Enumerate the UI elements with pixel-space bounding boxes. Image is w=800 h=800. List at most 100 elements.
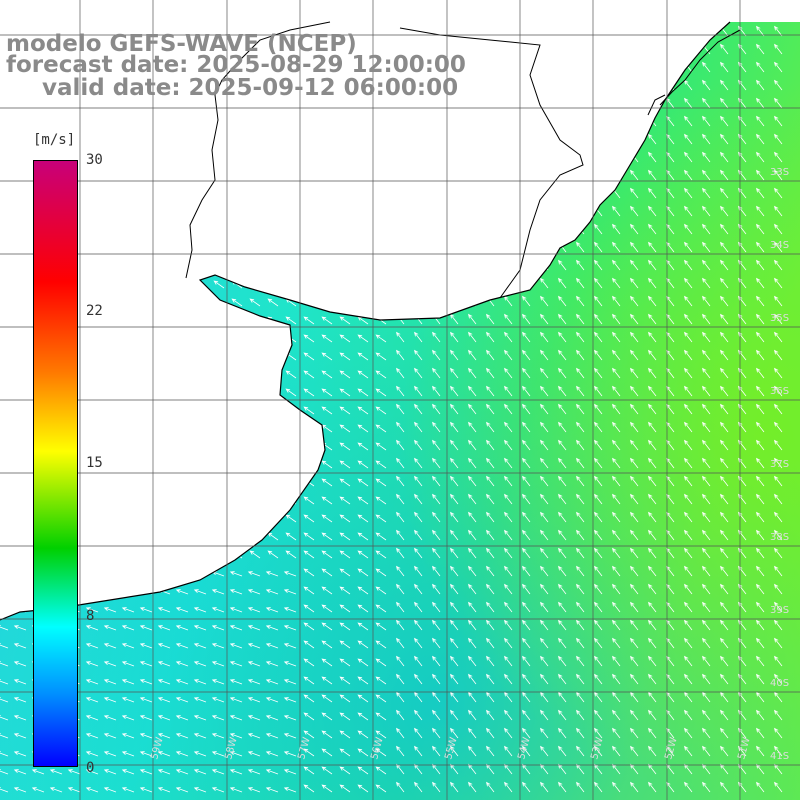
wind-arrow	[247, 697, 261, 703]
wind-arrow	[702, 151, 711, 163]
wind-arrow	[774, 205, 783, 217]
wind-arrow	[576, 475, 585, 487]
wind-arrow	[468, 673, 477, 685]
wind-arrow	[321, 586, 333, 595]
wind-arrow	[321, 766, 333, 775]
wind-arrow	[756, 745, 765, 757]
wind-arrow	[774, 259, 783, 271]
wind-arrow	[594, 583, 603, 595]
wind-arrow	[612, 277, 621, 289]
wind-arrow	[175, 661, 189, 667]
wind-arrow	[468, 439, 477, 451]
wind-arrow	[321, 568, 333, 577]
wind-arrow	[702, 547, 711, 559]
wind-arrow	[540, 421, 549, 433]
wind-arrow	[648, 169, 657, 181]
wind-arrow	[175, 679, 189, 685]
wind-arrow	[774, 637, 783, 649]
wind-arrow	[576, 421, 585, 433]
wind-arrow	[594, 709, 603, 721]
wind-arrow	[630, 421, 639, 433]
wind-arrow	[630, 313, 639, 325]
wind-arrow	[339, 352, 351, 361]
wind-arrow	[339, 514, 351, 523]
wind-arrow	[504, 709, 513, 721]
wind-arrow	[321, 712, 333, 721]
wind-arrow	[648, 133, 657, 145]
wind-arrow	[612, 367, 621, 379]
wind-arrow	[702, 367, 711, 379]
wind-arrow	[522, 745, 531, 757]
wind-arrow	[630, 763, 639, 775]
wind-arrow	[468, 511, 477, 523]
wind-arrow	[468, 385, 477, 397]
wind-arrow	[414, 601, 423, 613]
wind-arrow	[504, 565, 513, 577]
wind-arrow	[357, 712, 369, 721]
wind-arrow	[213, 280, 225, 289]
wind-arrow	[303, 604, 315, 613]
wind-arrow	[774, 25, 783, 37]
wind-arrow	[247, 679, 261, 685]
wind-arrow	[0, 715, 9, 721]
wind-arrow	[648, 709, 657, 721]
wind-arrow	[396, 709, 405, 721]
wind-arrow	[558, 655, 567, 667]
wind-arrow	[450, 673, 459, 685]
wind-arrow	[702, 421, 711, 433]
wind-arrow	[774, 457, 783, 469]
wind-arrow	[504, 349, 513, 361]
wind-arrow	[486, 439, 495, 451]
wind-arrow	[396, 637, 405, 649]
wind-arrow	[432, 349, 441, 361]
wind-arrow	[303, 406, 315, 415]
wind-arrow	[648, 241, 657, 253]
wind-arrow	[157, 643, 171, 649]
wind-arrow	[450, 655, 459, 667]
wind-arrow	[522, 529, 531, 541]
wind-arrow	[357, 388, 369, 397]
wind-arrow	[702, 133, 711, 145]
wind-arrow	[486, 421, 495, 433]
wind-arrow	[576, 241, 585, 253]
wind-arrow	[684, 637, 693, 649]
wind-arrow	[247, 769, 261, 775]
wind-arrow	[612, 601, 621, 613]
wind-arrow	[211, 661, 225, 667]
wind-arrow	[285, 532, 297, 541]
wind-arrow	[720, 151, 729, 163]
wind-arrow	[522, 583, 531, 595]
wind-arrow	[211, 697, 225, 703]
wind-arrow	[702, 637, 711, 649]
wind-arrow	[229, 571, 243, 577]
wind-arrow	[522, 601, 531, 613]
wind-arrow	[684, 241, 693, 253]
wind-arrow	[229, 769, 243, 775]
wind-arrow	[414, 547, 423, 559]
wind-arrow	[648, 691, 657, 703]
wind-arrow	[85, 733, 99, 739]
wind-arrow	[504, 475, 513, 487]
wind-arrow	[702, 619, 711, 631]
wind-arrow	[414, 619, 423, 631]
wind-arrow	[468, 727, 477, 739]
wind-arrow	[396, 547, 405, 559]
wind-arrow	[702, 439, 711, 451]
wind-arrow	[229, 607, 243, 613]
wind-arrow	[684, 277, 693, 289]
wind-arrow	[85, 697, 99, 703]
wind-arrow	[702, 781, 711, 793]
wind-arrow	[357, 352, 369, 361]
wind-arrow	[229, 733, 243, 739]
wind-arrow	[756, 223, 765, 235]
wind-arrow	[357, 640, 369, 649]
wind-arrow	[522, 475, 531, 487]
wind-arrow	[0, 625, 9, 631]
wind-arrow	[576, 709, 585, 721]
wind-arrow	[594, 655, 603, 667]
wind-arrow	[630, 205, 639, 217]
wind-arrow	[630, 637, 639, 649]
wind-arrow	[558, 385, 567, 397]
wind-arrow	[321, 334, 333, 343]
wind-arrow	[357, 604, 369, 613]
